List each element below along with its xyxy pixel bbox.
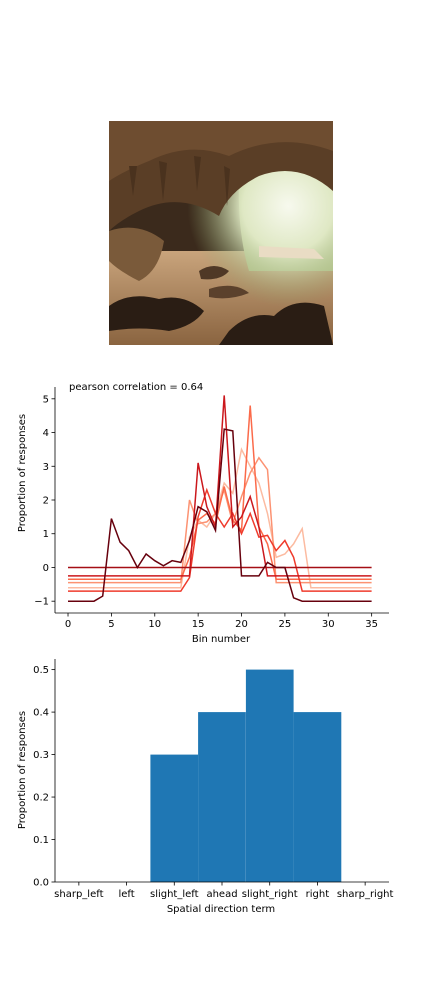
y-axis-label: Proportion of responses bbox=[17, 414, 28, 532]
y-tick-label: 2 bbox=[43, 496, 49, 507]
y-axis-label: Proportion of responses bbox=[17, 711, 28, 829]
axes: sharp_left left slight_left ahead slight_rig… bbox=[33, 659, 394, 900]
bar-slight-right bbox=[245, 669, 294, 882]
x-tick-label: 0 bbox=[65, 619, 71, 630]
x-tick-label: left bbox=[118, 889, 134, 900]
y-tick-label: 5 bbox=[43, 394, 49, 405]
axes: 0 5 10 15 20 25 30 35 −1 0 1 2 3 4 5 bbox=[34, 387, 389, 630]
x-tick-label: sharp_left bbox=[54, 889, 103, 900]
chart-annotation: pearson correlation = 0.64 bbox=[69, 382, 203, 393]
x-tick-label: ahead bbox=[206, 889, 237, 900]
y-tick-label: 0.3 bbox=[33, 750, 49, 761]
bar-right bbox=[293, 712, 342, 882]
x-tick-label: 15 bbox=[192, 619, 205, 630]
x-tick-label: right bbox=[306, 889, 330, 900]
series-line-4 bbox=[68, 487, 372, 592]
x-tick-label: sharp_right bbox=[337, 889, 394, 900]
y-tick-label: 1 bbox=[43, 529, 49, 540]
bar-slight-left bbox=[150, 754, 199, 882]
x-tick-label: 10 bbox=[148, 619, 161, 630]
x-tick-label: slight_right bbox=[242, 889, 298, 900]
cave-photo bbox=[109, 121, 333, 345]
bars-group bbox=[150, 669, 342, 882]
series-line-2 bbox=[68, 456, 372, 584]
x-axis-label: Spatial direction term bbox=[167, 904, 275, 915]
y-tick-label: 3 bbox=[43, 462, 49, 473]
series-line-3 bbox=[68, 405, 372, 581]
y-tick-label: 0.0 bbox=[33, 878, 49, 889]
y-tick-label: 0.1 bbox=[33, 835, 49, 846]
y-tick-label: −1 bbox=[34, 597, 49, 608]
y-tick-label: 0.2 bbox=[33, 793, 49, 804]
series-line-7 bbox=[68, 428, 372, 602]
x-tick-label: 20 bbox=[235, 619, 248, 630]
y-tick-label: 4 bbox=[43, 428, 49, 439]
x-tick-label: 5 bbox=[108, 619, 114, 630]
y-tick-label: 0 bbox=[43, 563, 49, 574]
y-tick-label: 0.4 bbox=[33, 708, 49, 719]
x-tick-label: 35 bbox=[365, 619, 378, 630]
series-line-5 bbox=[68, 395, 372, 577]
x-tick-label: slight_left bbox=[150, 889, 199, 900]
x-axis-label: Bin number bbox=[192, 634, 251, 645]
x-tick-label: 25 bbox=[279, 619, 292, 630]
bar-chart: sharp_left left slight_left ahead slight_rig… bbox=[17, 659, 394, 915]
cave-photo-graphic bbox=[109, 121, 333, 345]
x-tick-label: 30 bbox=[322, 619, 335, 630]
line-chart: pearson correlation = 0.64 0 5 10 15 20 25 30 3… bbox=[17, 382, 389, 645]
bar-ahead bbox=[198, 712, 246, 882]
y-tick-label: 0.5 bbox=[33, 665, 49, 676]
series-group bbox=[68, 395, 372, 602]
